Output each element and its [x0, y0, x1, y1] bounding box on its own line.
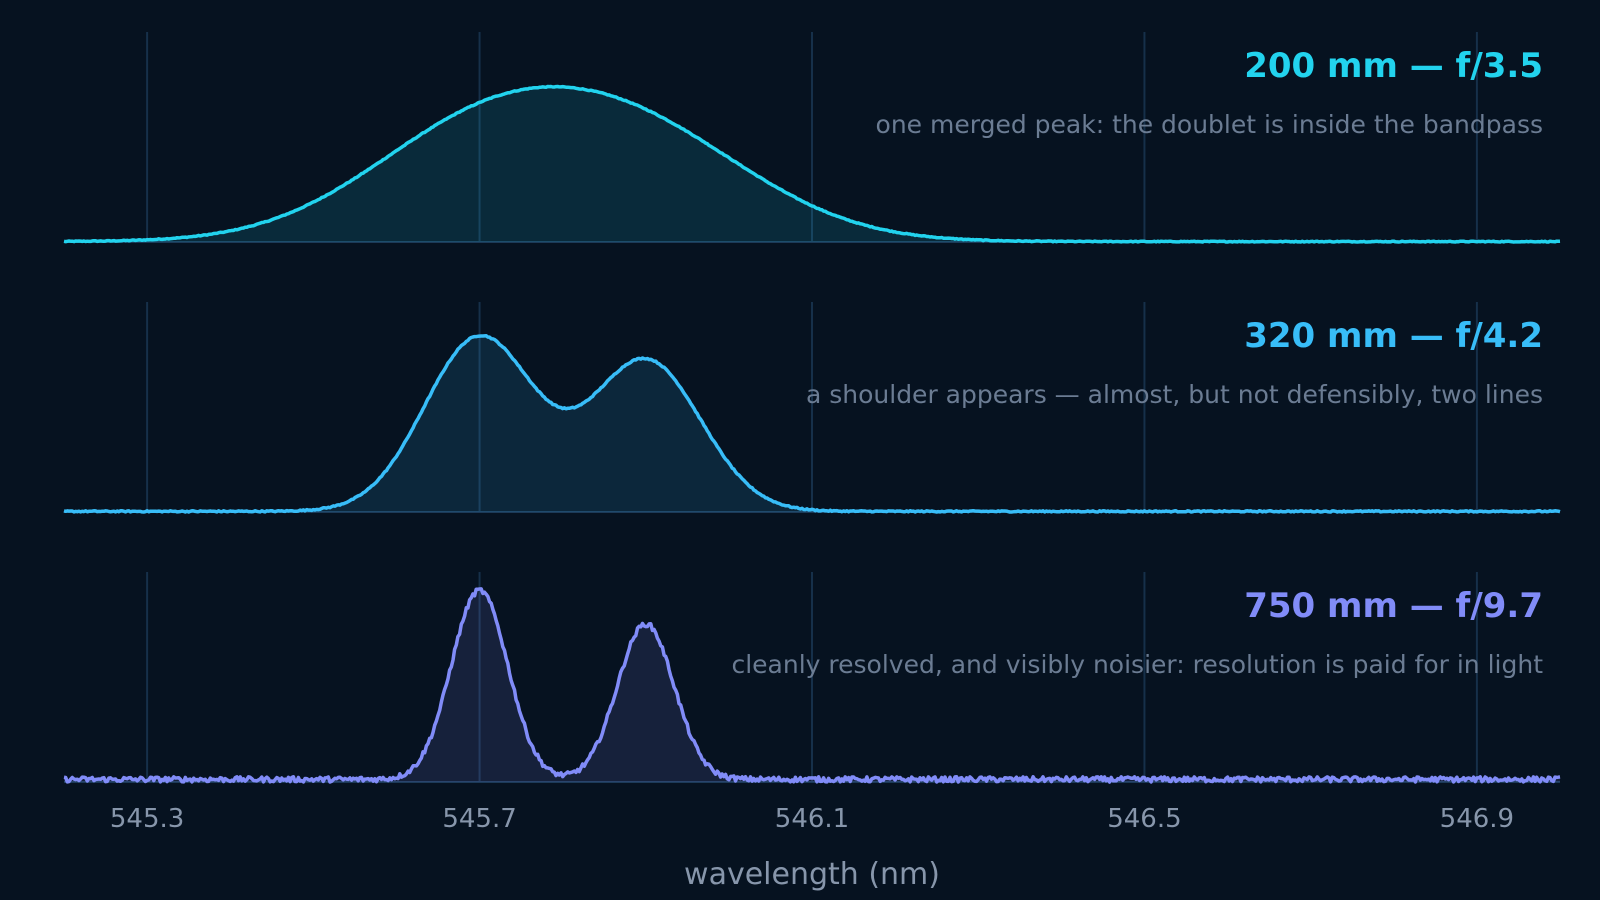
spectrum-fill [64, 335, 1560, 512]
x-axis-label: wavelength (nm) [684, 857, 940, 892]
spectrum-fill [64, 588, 1560, 782]
panel-note: one merged peak: the doublet is inside t… [876, 110, 1543, 139]
spectrum-line [63, 334, 1561, 514]
panel-title: 200 mm — f/3.5 [1244, 46, 1543, 86]
panel-title: 320 mm — f/4.2 [1244, 316, 1543, 356]
panel-note: cleanly resolved, and visibly noisier: r… [731, 650, 1543, 679]
spectrum-panels: 200 mm — f/3.5 one merged peak: the doubl… [63, 32, 1561, 784]
panel-title: 750 mm — f/9.7 [1244, 586, 1543, 626]
spectrum-panel: 200 mm — f/3.5 one merged peak: the doubl… [63, 32, 1561, 244]
x-tick-label: 546.5 [1107, 804, 1181, 834]
x-tick-label: 545.3 [110, 804, 184, 834]
x-tick-label: 546.9 [1440, 804, 1514, 834]
spectrum-line [63, 84, 1561, 244]
x-tick-label: 546.1 [775, 804, 849, 834]
x-tick-label: 545.7 [442, 804, 516, 834]
spectrum-panel: 320 mm — f/4.2 a shoulder appears — almos… [63, 302, 1561, 514]
x-axis-ticks: 545.3 545.7 546.1 546.5 546.9 [110, 804, 1514, 834]
panel-note: a shoulder appears — almost, but not def… [806, 380, 1543, 409]
spectrum-panel: 750 mm — f/9.7 cleanly resolved, and visi… [63, 572, 1561, 784]
spectrum-line [63, 587, 1561, 784]
